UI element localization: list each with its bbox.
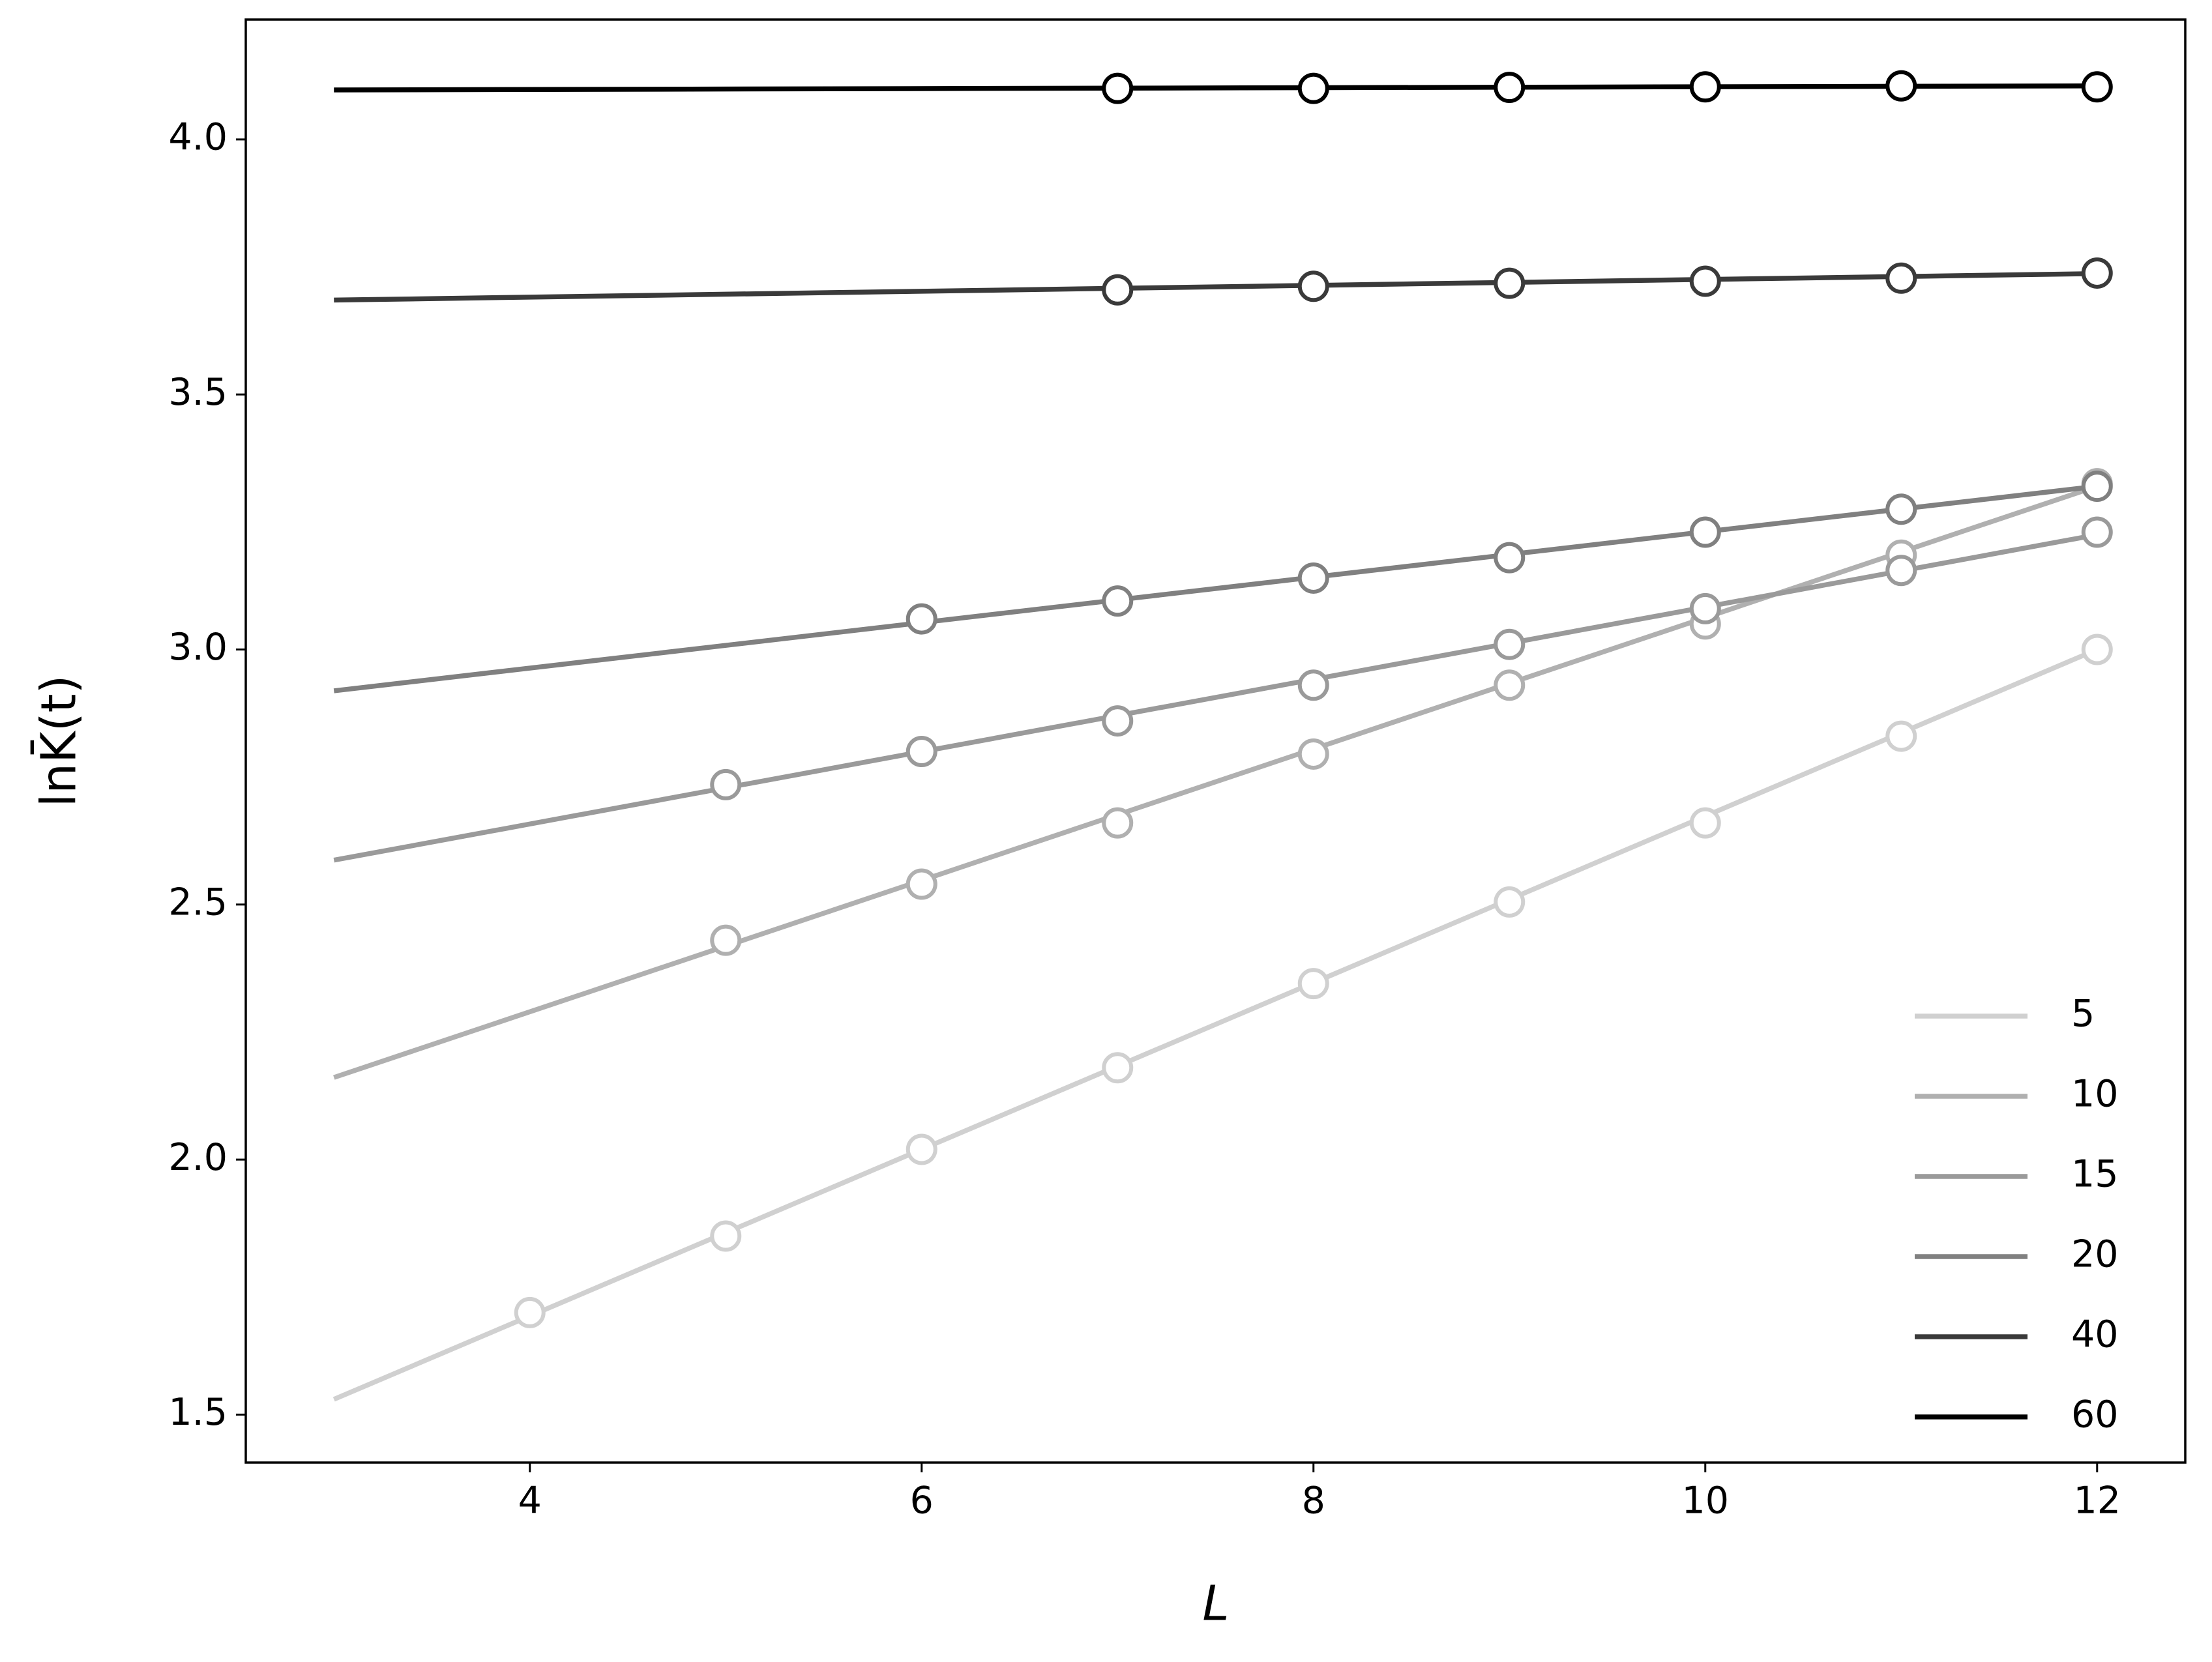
data-point <box>1885 493 1917 525</box>
data-point <box>1689 71 1721 103</box>
x-tick-label: 12 <box>2074 1480 2121 1523</box>
data-point <box>1885 720 1917 752</box>
data-point <box>1102 585 1134 617</box>
plot-frame <box>244 18 2187 1464</box>
data-point <box>710 768 742 800</box>
data-point <box>2081 516 2113 548</box>
fit-line <box>332 647 2099 1402</box>
data-point <box>2081 634 2113 665</box>
data-point <box>1494 542 1526 574</box>
x-tick-label: 6 <box>910 1480 934 1523</box>
legend-label: 40 <box>2071 1313 2119 1356</box>
fit-line <box>333 484 2098 693</box>
y-tick-label: 3.5 <box>168 371 228 414</box>
data-point <box>1102 1052 1134 1084</box>
y-tick-label: 4.0 <box>168 116 228 159</box>
fit-line <box>334 83 2097 93</box>
data-point <box>1102 705 1134 737</box>
data-point <box>1297 270 1329 302</box>
data-point <box>1494 669 1526 701</box>
y-tick-label: 2.5 <box>168 881 228 924</box>
y-tick-label: 1.5 <box>168 1391 228 1434</box>
data-point <box>906 1133 937 1165</box>
legend-label: 5 <box>2071 993 2095 1036</box>
legend-label: 10 <box>2071 1073 2119 1116</box>
data-point <box>1297 669 1329 701</box>
x-tick-label: 4 <box>518 1480 542 1523</box>
y-tick-label: 2.0 <box>168 1136 228 1179</box>
data-point <box>1689 265 1721 297</box>
data-point <box>1494 267 1526 299</box>
data-point <box>1297 72 1329 104</box>
data-point <box>1102 807 1134 839</box>
fit-line <box>333 484 2098 1080</box>
data-point <box>1494 72 1526 104</box>
fit-line <box>333 532 2098 863</box>
data-point <box>906 603 937 635</box>
data-point <box>1689 516 1721 548</box>
data-point <box>514 1296 546 1328</box>
data-point <box>1885 262 1917 294</box>
y-axis-label: lnK̄(t) <box>30 675 87 808</box>
data-point <box>1885 70 1917 102</box>
data-point <box>1689 592 1721 624</box>
data-point <box>1885 555 1917 587</box>
data-point <box>1494 886 1526 918</box>
x-tick-label: 10 <box>1681 1480 1729 1523</box>
data-point <box>710 924 742 956</box>
x-axis-label: L <box>1202 1576 1229 1632</box>
data-point <box>906 868 937 900</box>
data-point <box>710 1220 742 1252</box>
data-point <box>1102 72 1134 104</box>
data-point <box>2081 257 2113 289</box>
fit-line <box>334 270 2097 303</box>
data-point <box>1689 807 1721 839</box>
data-point <box>1297 968 1329 1000</box>
data-point <box>1297 562 1329 594</box>
legend-label: 60 <box>2071 1393 2119 1436</box>
legend-label: 20 <box>2071 1233 2119 1276</box>
data-point <box>2081 471 2113 503</box>
data-point <box>1297 738 1329 770</box>
data-point <box>906 736 937 768</box>
legend-label: 15 <box>2071 1153 2119 1196</box>
y-tick-label: 3.0 <box>168 626 228 669</box>
data-point <box>2081 71 2113 103</box>
data-point <box>1102 274 1134 306</box>
x-tick-label: 8 <box>1302 1480 1325 1523</box>
data-point <box>1494 628 1526 660</box>
